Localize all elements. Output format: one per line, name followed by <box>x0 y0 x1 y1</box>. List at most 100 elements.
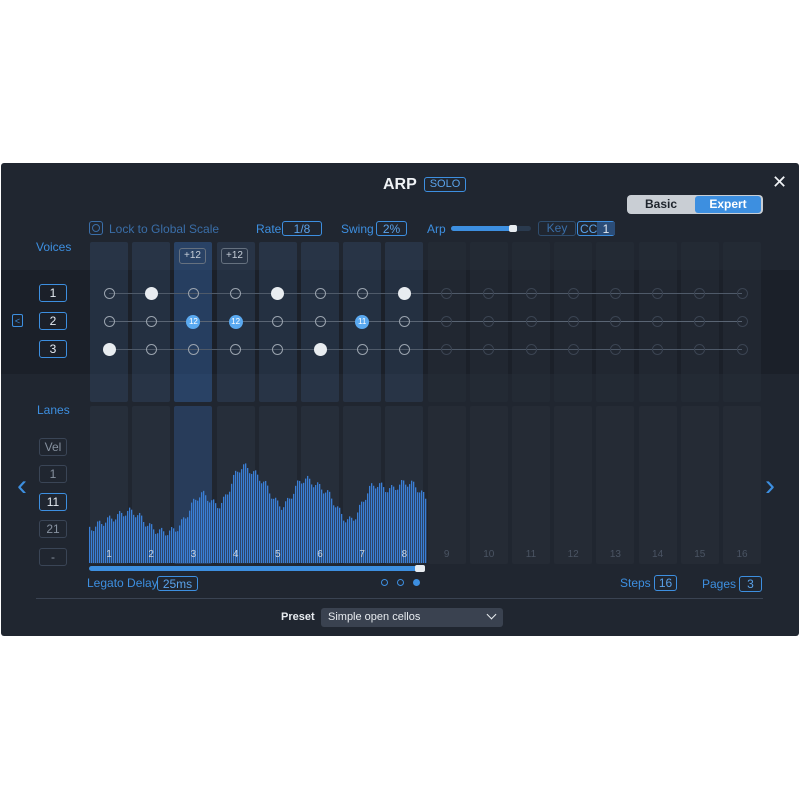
power-icon[interactable] <box>89 221 103 235</box>
cc-bar[interactable] <box>107 517 109 563</box>
cc-bar[interactable] <box>365 499 367 563</box>
cc-bar[interactable] <box>225 494 227 563</box>
cc-bar[interactable] <box>317 482 319 563</box>
cc-bar[interactable] <box>263 481 265 563</box>
swing-value[interactable]: 2% <box>376 221 407 236</box>
cc-bar[interactable] <box>307 475 309 563</box>
cc-bar[interactable] <box>343 520 345 563</box>
range-handle[interactable] <box>415 565 425 572</box>
note-node[interactable] <box>397 287 411 300</box>
cc-bar[interactable] <box>191 502 193 563</box>
cc-bar[interactable] <box>387 492 389 563</box>
cc-bar[interactable] <box>261 483 263 563</box>
note-node[interactable] <box>652 316 664 327</box>
cc-bar[interactable] <box>155 533 157 563</box>
cc-bar[interactable] <box>377 486 379 563</box>
cc-bar[interactable] <box>113 521 115 563</box>
note-node[interactable] <box>609 316 621 327</box>
voice-row-1[interactable]: 1 <box>39 284 67 302</box>
note-node[interactable] <box>483 344 495 355</box>
cc-bar[interactable] <box>179 525 181 563</box>
cc-bar[interactable] <box>319 483 321 563</box>
step-range-slider[interactable] <box>89 565 425 572</box>
cc-bar[interactable] <box>303 482 305 563</box>
cc-bar[interactable] <box>333 505 335 563</box>
cc-bar[interactable] <box>289 498 291 563</box>
lane-11[interactable]: 11 <box>39 493 67 511</box>
cc-bar[interactable] <box>327 490 329 563</box>
cc-bar[interactable] <box>119 510 121 563</box>
note-node[interactable] <box>567 344 579 355</box>
cc-bar[interactable] <box>177 531 179 563</box>
cc-bar[interactable] <box>269 493 271 563</box>
cc-bar[interactable] <box>351 517 353 563</box>
note-node[interactable] <box>230 344 242 355</box>
cc-bar[interactable] <box>229 491 231 563</box>
note-node[interactable] <box>736 288 748 299</box>
note-node-active[interactable]: 12 <box>186 314 201 329</box>
cc-bar[interactable] <box>141 515 143 563</box>
cc-bar[interactable] <box>349 516 351 563</box>
cc-bar[interactable] <box>363 501 365 563</box>
cc-bar[interactable] <box>305 478 307 563</box>
cc-bar[interactable] <box>283 507 285 563</box>
cc-bar[interactable] <box>135 517 137 563</box>
cc-bar[interactable] <box>271 498 273 563</box>
note-node[interactable] <box>230 288 242 299</box>
note-node[interactable] <box>441 316 453 327</box>
cc-bar[interactable] <box>121 512 123 563</box>
note-node[interactable] <box>525 344 537 355</box>
offset-tag-step-3[interactable]: +12 <box>179 248 206 264</box>
cc-bar[interactable] <box>129 507 131 563</box>
lane-vel[interactable]: Vel <box>39 438 67 456</box>
cc-bar[interactable] <box>415 487 417 563</box>
cc-bar[interactable] <box>215 503 217 563</box>
note-node[interactable] <box>736 316 748 327</box>
cc-bar[interactable] <box>373 485 375 563</box>
note-node[interactable] <box>483 316 495 327</box>
cc-bar[interactable] <box>325 492 327 563</box>
cc-selector[interactable]: CC 1 <box>577 221 615 236</box>
cc-bar[interactable] <box>395 489 397 563</box>
cc-bar[interactable] <box>335 507 337 563</box>
cc-bar[interactable] <box>391 485 393 563</box>
cc-bar[interactable] <box>189 510 191 563</box>
note-node[interactable] <box>313 343 327 356</box>
note-node[interactable] <box>145 344 157 355</box>
cc-bar[interactable] <box>227 494 229 563</box>
pages-value[interactable]: 3 <box>739 576 762 592</box>
cc-bar[interactable] <box>185 518 187 563</box>
note-node[interactable] <box>694 316 706 327</box>
cc-bar[interactable] <box>375 488 377 563</box>
cc-lane-bars[interactable] <box>1 163 799 636</box>
note-node[interactable] <box>525 288 537 299</box>
note-node[interactable] <box>567 316 579 327</box>
cc-bar[interactable] <box>287 497 289 563</box>
cc-bar[interactable] <box>243 464 245 563</box>
page-dot-3[interactable] <box>413 579 420 586</box>
cc-bar[interactable] <box>413 481 415 563</box>
cc-bar[interactable] <box>259 480 261 563</box>
legato-delay-value[interactable]: 25ms <box>157 576 198 591</box>
cc-bar[interactable] <box>357 512 359 563</box>
lane-none[interactable]: - <box>39 548 67 566</box>
cc-bar[interactable] <box>341 513 343 563</box>
cc-bar[interactable] <box>239 472 241 563</box>
note-node[interactable] <box>609 288 621 299</box>
cc-bar[interactable] <box>249 473 251 563</box>
cc-bar[interactable] <box>425 498 427 563</box>
cc-bar[interactable] <box>175 531 177 563</box>
cc-bar[interactable] <box>151 524 153 563</box>
cc-bar[interactable] <box>381 482 383 563</box>
cc-bar[interactable] <box>285 501 287 563</box>
cc-bar[interactable] <box>139 512 141 563</box>
cc-bar[interactable] <box>339 507 341 563</box>
cc-bar[interactable] <box>347 519 349 563</box>
note-node[interactable] <box>398 316 410 327</box>
note-node[interactable] <box>314 288 326 299</box>
note-node[interactable] <box>567 288 579 299</box>
cc-bar[interactable] <box>315 485 317 563</box>
note-node[interactable] <box>145 316 157 327</box>
cc-bar[interactable] <box>421 490 423 563</box>
cc-bar[interactable] <box>331 498 333 563</box>
